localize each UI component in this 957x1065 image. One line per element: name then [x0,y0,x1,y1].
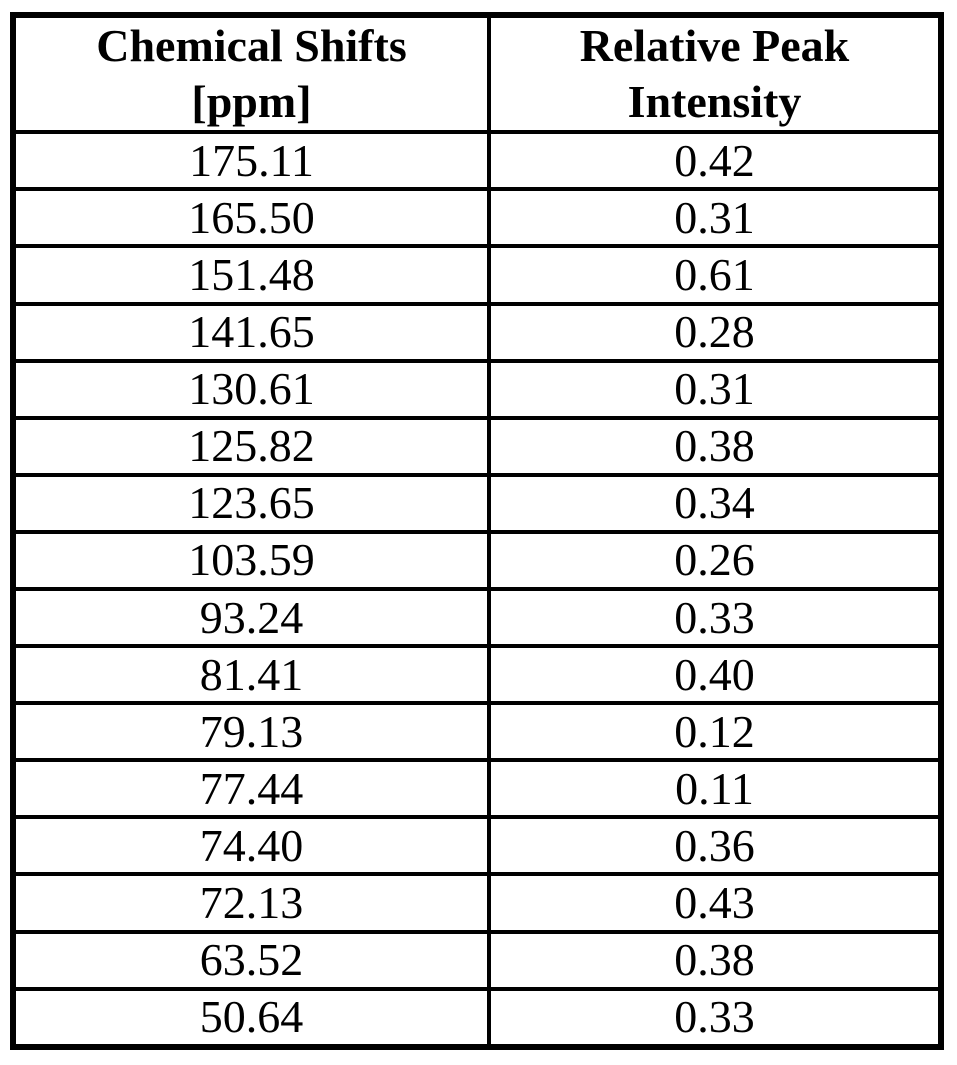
relative-peak-intensity-value: 0.33 [486,986,944,1050]
relative-peak-intensity-value: 0.34 [486,472,944,534]
table-row: 130.61 0.31 [11,358,944,420]
table-row: 123.65 0.34 [11,472,944,534]
table-row: 165.50 0.31 [11,187,944,249]
table-row: 63.52 0.38 [11,929,944,991]
relative-peak-intensity-value: 0.31 [486,187,944,249]
chemical-shift-value: 81.41 [11,644,491,706]
column-header-chemical-shifts: Chemical Shifts [ppm] [11,12,491,135]
table-row: 175.11 0.42 [11,130,944,192]
table-row: 79.13 0.12 [11,701,944,763]
table-row: 125.82 0.38 [11,415,944,477]
relative-peak-intensity-value: 0.61 [486,244,944,306]
table-row: 74.40 0.36 [11,815,944,877]
chemical-shift-value: 175.11 [11,130,491,192]
chemical-shift-value: 63.52 [11,929,491,991]
relative-peak-intensity-value: 0.11 [486,758,944,820]
column-header-relative-peak-intensity-line2: Intensity [627,76,802,128]
chemical-shift-value: 130.61 [11,358,491,420]
chemical-shift-value: 93.24 [11,586,491,649]
relative-peak-intensity-value: 0.38 [486,929,944,991]
chemical-shift-value: 74.40 [11,815,491,877]
chemical-shifts-table: Chemical Shifts [ppm] Relative Peak Inte… [10,12,944,1050]
table-row: 93.24 0.33 [11,586,944,649]
column-header-chemical-shifts-line1: Chemical Shifts [96,20,407,71]
relative-peak-intensity-value: 0.28 [486,301,944,363]
table-row: 50.64 0.33 [11,986,944,1050]
relative-peak-intensity-value: 0.38 [486,415,944,477]
chemical-shift-value: 72.13 [11,872,491,934]
chemical-shift-value: 151.48 [11,244,491,306]
table-row: 141.65 0.28 [11,301,944,363]
chemical-shift-value: 77.44 [11,758,491,820]
relative-peak-intensity-value: 0.36 [486,815,944,877]
relative-peak-intensity-value: 0.12 [486,701,944,763]
table-row: 81.41 0.40 [11,644,944,706]
relative-peak-intensity-value: 0.43 [486,872,944,934]
table-header-row: Chemical Shifts [ppm] Relative Peak Inte… [11,12,944,135]
table-row: 151.48 0.61 [11,244,944,306]
relative-peak-intensity-value: 0.33 [486,586,944,649]
table-row: 72.13 0.43 [11,872,944,934]
chemical-shift-value: 50.64 [11,986,491,1050]
table-body: 175.11 0.42 165.50 0.31 151.48 0.61 141.65 0.28… [11,130,944,1050]
column-header-relative-peak-intensity: Relative Peak Intensity [486,12,944,135]
chemical-shift-value: 103.59 [11,529,491,591]
column-header-chemical-shifts-line2: [ppm] [191,76,312,128]
relative-peak-intensity-value: 0.31 [486,358,944,420]
table-row: 103.59 0.26 [11,529,944,591]
chemical-shift-value: 123.65 [11,472,491,534]
column-header-relative-peak-intensity-line1: Relative Peak [579,20,850,71]
chemical-shift-value: 165.50 [11,187,491,249]
table-row: 77.44 0.11 [11,758,944,820]
chemical-shift-value: 141.65 [11,301,491,363]
relative-peak-intensity-value: 0.26 [486,529,944,591]
relative-peak-intensity-value: 0.40 [486,644,944,706]
relative-peak-intensity-value: 0.42 [486,130,944,192]
chemical-shift-value: 125.82 [11,415,491,477]
chemical-shift-value: 79.13 [11,701,491,763]
